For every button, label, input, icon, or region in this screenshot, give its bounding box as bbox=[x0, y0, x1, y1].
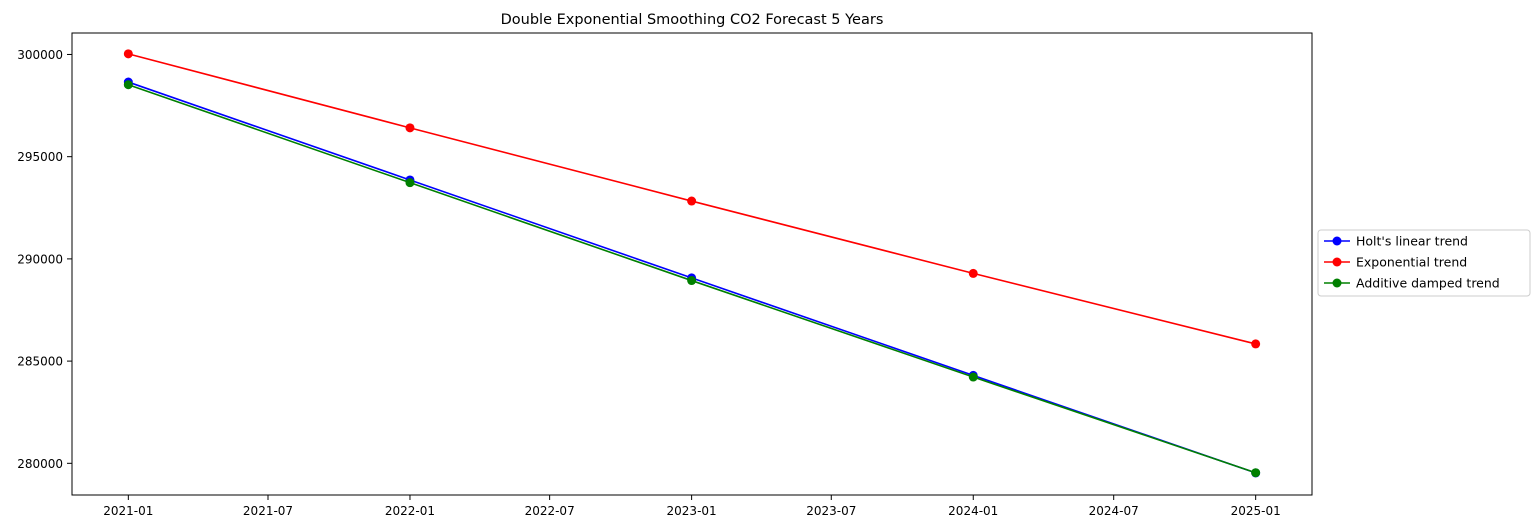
legend-item: Additive damped trend bbox=[1324, 276, 1500, 291]
data-point bbox=[1251, 468, 1261, 478]
x-tick-label: 2023-07 bbox=[806, 504, 856, 518]
legend-item: Holt's linear trend bbox=[1324, 234, 1468, 249]
legend-marker bbox=[1332, 257, 1342, 267]
x-tick-label: 2021-01 bbox=[103, 504, 153, 518]
plot-area bbox=[71, 32, 1313, 496]
data-point bbox=[405, 123, 415, 133]
legend-item: Exponential trend bbox=[1324, 255, 1467, 270]
x-tick-label: 2024-01 bbox=[948, 504, 998, 518]
legend-label: Additive damped trend bbox=[1356, 276, 1500, 291]
legend-label: Holt's linear trend bbox=[1356, 234, 1468, 249]
x-axis: 2021-01 2021-07 2022-01 2022-07 2023-01 2023-… bbox=[103, 495, 1281, 518]
x-tick-label: 2023-01 bbox=[667, 504, 717, 518]
legend: Holt's linear trend Exponential trend Addi… bbox=[1317, 229, 1531, 297]
y-tick-label: 300000 bbox=[17, 48, 63, 62]
x-tick-label: 2024-07 bbox=[1089, 504, 1139, 518]
legend-box bbox=[1317, 229, 1531, 297]
y-tick-label: 295000 bbox=[17, 150, 63, 164]
x-tick-label: 2022-07 bbox=[525, 504, 575, 518]
data-point bbox=[1251, 339, 1261, 349]
legend-label: Exponential trend bbox=[1356, 255, 1467, 270]
data-point bbox=[968, 268, 978, 278]
y-axis: 280000 285000 290000 295000 300000 bbox=[17, 48, 72, 471]
legend-marker bbox=[1332, 236, 1342, 246]
data-point bbox=[687, 276, 697, 286]
x-tick-label: 2022-01 bbox=[385, 504, 435, 518]
data-point bbox=[405, 178, 415, 188]
data-point bbox=[123, 49, 133, 59]
series-2 bbox=[123, 80, 1261, 478]
y-tick-label: 285000 bbox=[17, 355, 63, 369]
legend-marker bbox=[1332, 278, 1342, 288]
x-tick-label: 2021-07 bbox=[243, 504, 293, 518]
series-1 bbox=[123, 49, 1261, 349]
y-tick-label: 290000 bbox=[17, 252, 63, 266]
data-point bbox=[687, 196, 697, 206]
series-layer bbox=[123, 49, 1261, 478]
y-tick-label: 280000 bbox=[17, 457, 63, 471]
x-tick-label: 2025-01 bbox=[1231, 504, 1281, 518]
data-point bbox=[968, 372, 978, 382]
data-point bbox=[123, 80, 133, 90]
chart-title: Double Exponential Smoothing CO2 Forecas… bbox=[501, 12, 884, 28]
